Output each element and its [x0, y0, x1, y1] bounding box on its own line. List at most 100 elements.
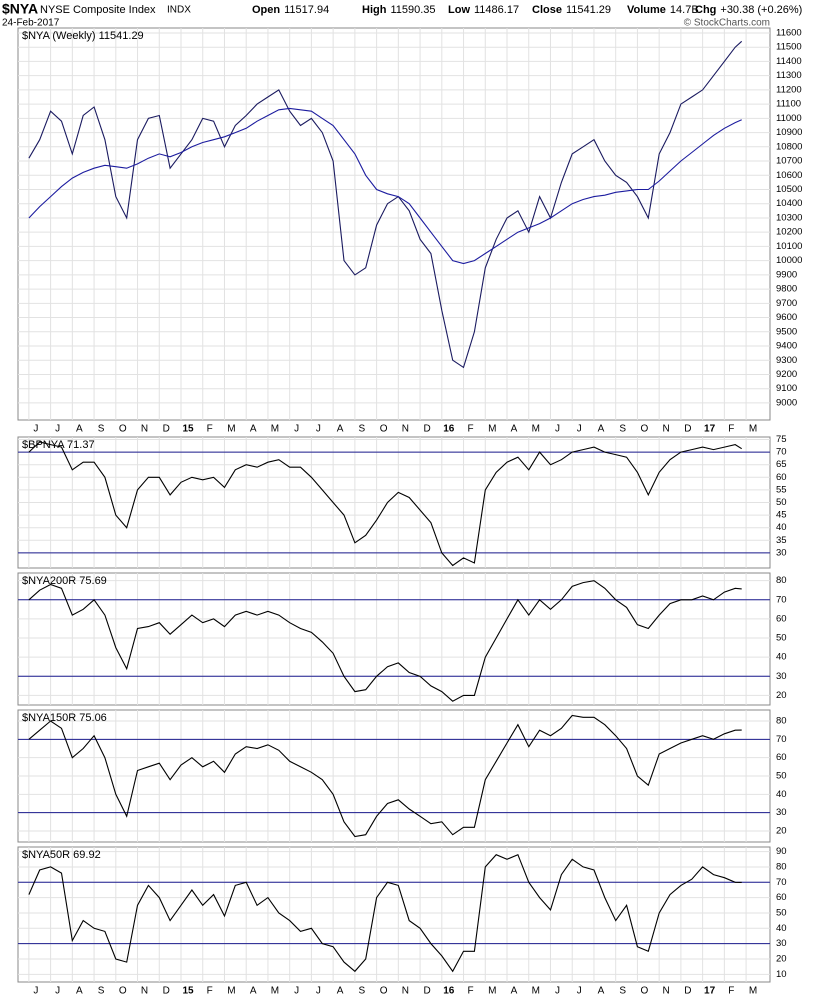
x-tick-label: N: [141, 986, 148, 997]
y-tick-label: 90: [776, 846, 787, 857]
series-line: [28, 714, 742, 838]
y-tick-label: 10400: [776, 198, 802, 209]
x-tick-label: N: [663, 986, 670, 997]
y-tick-label: 10500: [776, 184, 802, 195]
x-tick-label: S: [359, 986, 366, 997]
exchange: INDX: [167, 5, 191, 16]
x-tick-label: J: [33, 986, 38, 997]
x-tick-label: S: [98, 424, 105, 435]
y-tick-label: 9500: [776, 326, 797, 337]
x-tick-label: A: [511, 424, 518, 435]
x-tick-label: J: [316, 424, 321, 435]
x-tick-label: F: [467, 986, 473, 997]
symbol: $NYA: [2, 1, 38, 17]
x-tick-label: S: [619, 986, 626, 997]
y-tick-label: 20: [776, 826, 787, 837]
x-tick-label: O: [119, 424, 127, 435]
x-tick-label: F: [207, 986, 213, 997]
stat-label: Volume: [627, 4, 666, 16]
y-tick-label: 75: [776, 434, 787, 445]
x-tick-label: A: [337, 986, 344, 997]
y-tick-label: 11000: [776, 113, 802, 124]
y-tick-label: 80: [776, 861, 787, 872]
y-tick-label: 50: [776, 497, 787, 508]
stat-label: High: [362, 4, 387, 16]
x-tick-label: A: [598, 424, 605, 435]
x-tick-label: M: [227, 986, 235, 997]
x-tick-label: S: [619, 424, 626, 435]
x-tick-label: D: [684, 986, 691, 997]
x-tick-label: M: [749, 986, 757, 997]
x-tick-label: N: [402, 424, 409, 435]
y-tick-label: 11300: [776, 70, 802, 81]
y-tick-label: 65: [776, 459, 787, 470]
y-tick-label: 30: [776, 938, 787, 949]
header-stat: Chg +30.38 (+0.26%): [695, 4, 802, 16]
panel-frame: [17, 572, 771, 706]
panel-frame: [17, 27, 771, 421]
x-tick-label: J: [294, 986, 299, 997]
x-tick-label: 16: [443, 424, 455, 435]
x-tick-label: O: [380, 424, 388, 435]
x-tick-label: O: [119, 986, 127, 997]
x-tick-label: M: [749, 424, 757, 435]
header-stat: Volume 14.7B: [627, 4, 699, 16]
y-tick-label: 70: [776, 877, 787, 888]
x-tick-label: A: [76, 986, 83, 997]
y-tick-label: 40: [776, 652, 787, 663]
y-tick-label: 10200: [776, 227, 802, 238]
x-tick-label: J: [33, 424, 38, 435]
date: 24-Feb-2017: [2, 18, 60, 29]
x-tick-label: M: [532, 986, 540, 997]
x-tick-label: J: [55, 986, 60, 997]
y-tick-label: 11200: [776, 84, 802, 95]
x-tick-label: F: [728, 424, 734, 435]
x-tick-label: J: [294, 424, 299, 435]
y-tick-label: 70: [776, 447, 787, 458]
y-tick-label: 40: [776, 522, 787, 533]
y-tick-label: 9200: [776, 369, 797, 380]
stat-label: Low: [448, 4, 470, 16]
y-tick-label: 9400: [776, 341, 797, 352]
y-tick-label: 11400: [776, 56, 802, 67]
y-tick-label: 10700: [776, 156, 802, 167]
x-tick-label: 17: [704, 986, 716, 997]
y-tick-label: 20: [776, 690, 787, 701]
y-tick-label: 10000: [776, 255, 802, 266]
y-tick-label: 10: [776, 969, 787, 980]
x-tick-label: 16: [443, 986, 455, 997]
x-tick-label: J: [316, 986, 321, 997]
credit: © StockCharts.com: [684, 18, 770, 29]
series-line: [28, 853, 742, 973]
x-tick-label: J: [577, 424, 582, 435]
x-tick-label: A: [250, 424, 257, 435]
x-tick-label: F: [207, 424, 213, 435]
y-tick-label: 9700: [776, 298, 797, 309]
index-name: NYSE Composite Index: [40, 4, 156, 16]
x-tick-label: J: [555, 986, 560, 997]
y-tick-label: 50: [776, 907, 787, 918]
y-tick-label: 70: [776, 734, 787, 745]
x-tick-label: A: [598, 986, 605, 997]
y-tick-label: 60: [776, 752, 787, 763]
x-tick-label: D: [163, 424, 170, 435]
y-tick-label: 30: [776, 547, 787, 558]
panel-frame: [17, 846, 771, 983]
x-tick-label: M: [488, 986, 496, 997]
y-tick-label: 50: [776, 771, 787, 782]
header-stat: Low 11486.17: [448, 4, 519, 16]
y-tick-label: 60: [776, 472, 787, 483]
x-tick-label: D: [423, 424, 430, 435]
y-tick-label: 10900: [776, 127, 802, 138]
panel-label: $NYA150R 75.06: [22, 712, 107, 724]
panel-label: $NYA50R 69.92: [22, 849, 101, 861]
y-tick-label: 9900: [776, 269, 797, 280]
y-tick-label: 30: [776, 807, 787, 818]
y-tick-label: 11500: [776, 42, 802, 53]
y-tick-label: 10800: [776, 141, 802, 152]
x-tick-label: F: [728, 986, 734, 997]
y-tick-label: 10600: [776, 170, 802, 181]
stat-value: +30.38 (+0.26%): [720, 4, 802, 16]
x-tick-label: D: [423, 986, 430, 997]
